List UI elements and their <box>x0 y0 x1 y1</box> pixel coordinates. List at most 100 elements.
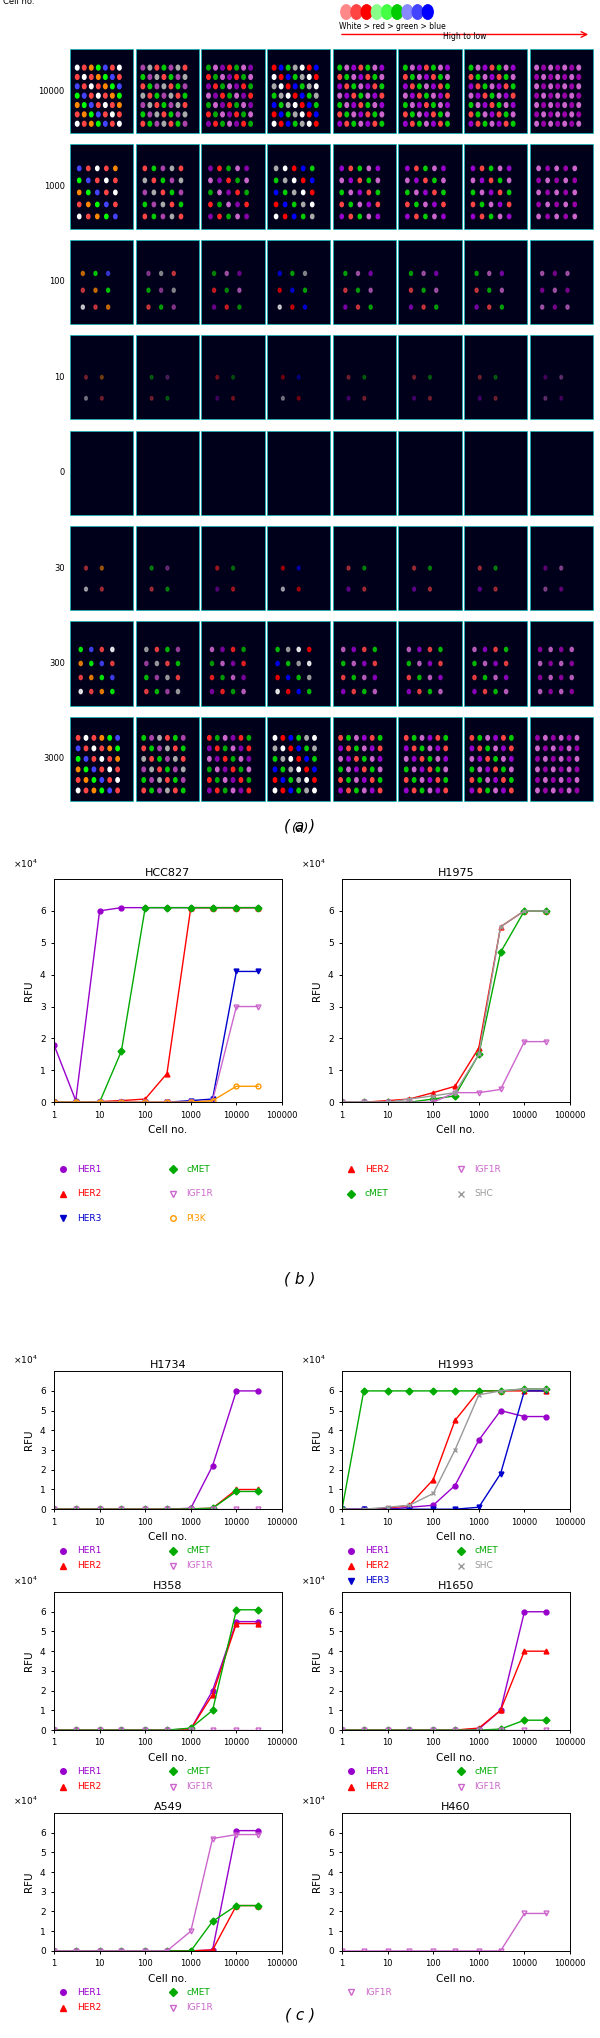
Circle shape <box>436 766 440 772</box>
Circle shape <box>418 648 421 652</box>
Circle shape <box>76 75 79 79</box>
Circle shape <box>541 271 544 275</box>
Circle shape <box>84 789 88 793</box>
Circle shape <box>359 84 362 90</box>
Circle shape <box>345 84 349 90</box>
Circle shape <box>283 214 287 218</box>
Circle shape <box>478 736 481 740</box>
Circle shape <box>351 4 362 18</box>
Circle shape <box>404 84 407 90</box>
Circle shape <box>82 112 86 116</box>
Circle shape <box>358 167 361 171</box>
Circle shape <box>311 214 314 218</box>
Circle shape <box>418 675 421 679</box>
Bar <box>136 334 199 420</box>
Circle shape <box>162 94 166 98</box>
Circle shape <box>107 271 110 275</box>
Circle shape <box>349 214 352 218</box>
Circle shape <box>225 306 228 310</box>
Circle shape <box>352 675 355 679</box>
Circle shape <box>340 177 343 183</box>
Circle shape <box>380 112 383 116</box>
Circle shape <box>302 167 305 171</box>
Circle shape <box>509 746 513 750</box>
Circle shape <box>150 766 154 772</box>
Circle shape <box>307 122 311 126</box>
Circle shape <box>488 287 491 291</box>
Circle shape <box>118 65 121 69</box>
Circle shape <box>110 122 114 126</box>
Circle shape <box>469 75 473 79</box>
Circle shape <box>439 102 442 108</box>
Circle shape <box>555 167 559 171</box>
Circle shape <box>344 271 347 275</box>
Circle shape <box>104 102 107 108</box>
Circle shape <box>97 84 100 90</box>
Circle shape <box>278 306 281 310</box>
Circle shape <box>537 167 540 171</box>
Circle shape <box>232 662 235 666</box>
Circle shape <box>373 689 376 693</box>
Circle shape <box>418 94 421 98</box>
Circle shape <box>497 122 501 126</box>
Circle shape <box>486 766 490 772</box>
Bar <box>398 240 461 324</box>
Circle shape <box>444 766 448 772</box>
Circle shape <box>179 167 182 171</box>
Title: A549: A549 <box>154 1802 182 1812</box>
Circle shape <box>209 214 212 218</box>
Title: H1734: H1734 <box>149 1361 187 1370</box>
Circle shape <box>247 746 251 750</box>
Circle shape <box>221 94 224 98</box>
Circle shape <box>404 779 408 783</box>
Circle shape <box>469 65 473 69</box>
Circle shape <box>280 102 283 108</box>
Circle shape <box>369 306 372 310</box>
Circle shape <box>176 122 180 126</box>
Circle shape <box>392 4 403 18</box>
Circle shape <box>155 648 158 652</box>
Circle shape <box>236 202 239 206</box>
Circle shape <box>473 662 476 666</box>
Circle shape <box>141 112 145 116</box>
Circle shape <box>235 112 238 116</box>
Circle shape <box>418 75 421 79</box>
Bar <box>530 334 593 420</box>
Circle shape <box>539 648 542 652</box>
Circle shape <box>341 662 345 666</box>
Circle shape <box>86 177 90 183</box>
Circle shape <box>536 746 539 750</box>
Circle shape <box>418 689 421 693</box>
Circle shape <box>308 662 311 666</box>
Text: ( c ): ( c ) <box>285 2007 315 2022</box>
Circle shape <box>376 202 380 206</box>
Circle shape <box>111 662 114 666</box>
Y-axis label: RFU: RFU <box>25 1651 34 1671</box>
Circle shape <box>379 789 382 793</box>
Circle shape <box>563 112 566 116</box>
Circle shape <box>570 648 574 652</box>
Circle shape <box>242 94 245 98</box>
Circle shape <box>418 102 421 108</box>
Bar <box>530 622 593 705</box>
Circle shape <box>232 746 235 750</box>
Circle shape <box>446 102 449 108</box>
Circle shape <box>286 102 290 108</box>
Circle shape <box>428 766 431 772</box>
Circle shape <box>218 167 221 171</box>
Circle shape <box>228 65 232 69</box>
Circle shape <box>235 102 238 108</box>
Circle shape <box>97 122 100 126</box>
Circle shape <box>305 789 308 793</box>
Circle shape <box>483 102 487 108</box>
Circle shape <box>108 779 112 783</box>
Circle shape <box>508 202 511 206</box>
Circle shape <box>563 75 566 79</box>
Circle shape <box>439 94 442 98</box>
Circle shape <box>369 287 372 291</box>
Text: IGF1R: IGF1R <box>186 1781 213 1791</box>
Y-axis label: RFU: RFU <box>313 1431 322 1451</box>
Circle shape <box>76 94 79 98</box>
Circle shape <box>207 65 210 69</box>
Circle shape <box>436 736 440 740</box>
